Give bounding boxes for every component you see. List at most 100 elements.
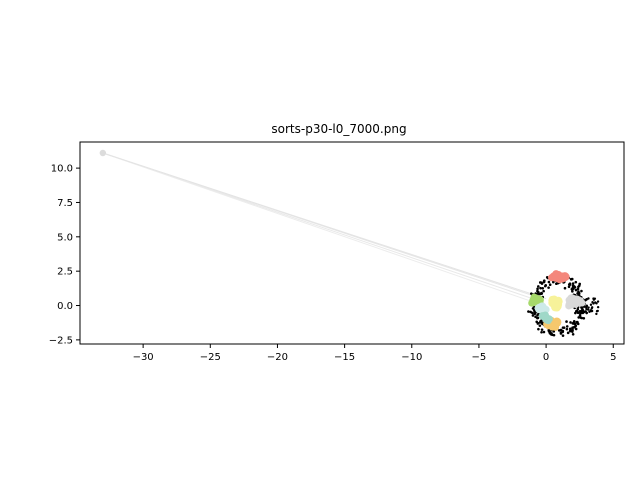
ring-point: [540, 292, 544, 295]
ring-point: [585, 306, 588, 309]
trail-line-1: [102, 152, 541, 302]
plot-area: [99, 149, 600, 337]
ring-point: [585, 311, 588, 315]
ring-point: [566, 331, 570, 335]
ring-point: [541, 322, 544, 326]
ring-point: [536, 316, 540, 320]
ring-point: [587, 297, 590, 300]
ring-point: [568, 327, 572, 331]
cluster-point-6: [569, 295, 577, 303]
ring-point: [529, 310, 532, 314]
ring-point: [565, 325, 569, 328]
ring-point: [536, 322, 540, 325]
x-tick-label: −20: [267, 352, 288, 363]
ring-point: [545, 275, 549, 279]
ring-point: [582, 316, 586, 320]
ring-point: [590, 307, 593, 310]
ring-point: [557, 329, 561, 332]
ring-point: [578, 313, 582, 317]
ring-point: [587, 306, 590, 309]
ring-point: [540, 281, 543, 284]
ring-point: [579, 310, 583, 314]
ring-point: [594, 301, 597, 304]
ring-point: [595, 312, 598, 316]
ring-point: [571, 290, 574, 293]
ring-point: [592, 302, 595, 305]
ring-point: [577, 316, 580, 319]
axes-frame: [79, 141, 625, 345]
ring-point: [574, 280, 578, 284]
ring-point: [559, 332, 563, 335]
cluster-point-3: [538, 303, 546, 311]
y-tick-label: 5.0: [57, 232, 73, 243]
ring-point: [577, 285, 580, 289]
ring-point: [582, 310, 586, 314]
ring-point: [540, 328, 544, 331]
ring-point: [552, 333, 556, 337]
cluster-point-4: [550, 320, 558, 328]
ring-point: [580, 289, 583, 293]
ring-point: [575, 309, 579, 313]
y-tick-label: 0.0: [57, 301, 73, 312]
ring-point: [595, 310, 599, 313]
ring-point: [569, 329, 572, 332]
ring-point: [540, 330, 543, 334]
y-tick-label: 10.0: [51, 164, 73, 175]
ring-point: [543, 284, 547, 288]
ring-point: [527, 310, 530, 313]
ring-point: [565, 320, 568, 323]
ring-point: [592, 298, 596, 301]
ring-point: [538, 321, 542, 324]
ring-point: [561, 334, 565, 337]
cluster-point-1: [533, 296, 541, 304]
trail-line-3: [102, 152, 547, 300]
ring-point: [596, 300, 600, 303]
ring-point: [538, 324, 542, 327]
ring-point: [571, 332, 575, 336]
ring-point: [541, 286, 545, 290]
ring-point: [579, 316, 582, 319]
y-tick-label: −2.5: [49, 335, 73, 346]
y-tick-label: 7.5: [57, 198, 73, 209]
ring-point: [536, 313, 539, 317]
ring-point: [539, 286, 542, 290]
ring-point: [572, 285, 576, 288]
x-tick-label: −5: [472, 352, 487, 363]
ring-point: [576, 287, 580, 291]
ring-point: [574, 288, 578, 292]
ring-point: [589, 303, 593, 306]
x-tick-label: 0: [543, 352, 549, 363]
ring-point: [576, 307, 580, 311]
cluster-point-5: [543, 314, 551, 322]
ring-point: [571, 282, 575, 285]
ring-point: [572, 319, 576, 323]
ring-point: [547, 280, 551, 284]
ring-point: [596, 305, 600, 309]
axes: −30 −25 −20 −15 −10 −5 0 5 −2.5 0.0 2.5 5.0 7.5 10.0: [49, 141, 625, 363]
x-tick-label: −25: [200, 352, 221, 363]
y-tick-label: 2.5: [57, 267, 73, 278]
ring-point: [588, 310, 591, 314]
ring-point: [542, 289, 545, 293]
chart-title: sorts-p30-l0_7000.png: [271, 122, 406, 136]
ring-point: [567, 285, 571, 289]
ring-point: [561, 330, 564, 334]
x-tick-label: −15: [334, 352, 355, 363]
ring-point: [570, 277, 574, 281]
ring-point: [547, 286, 550, 289]
ring-point: [536, 287, 539, 291]
x-tick-label: −30: [133, 352, 154, 363]
ring-point: [537, 285, 540, 288]
ring-point: [531, 314, 535, 317]
ring-point: [548, 283, 552, 287]
outlier-point: [99, 149, 107, 157]
ring-point: [542, 330, 546, 334]
x-tick-label: −10: [401, 352, 422, 363]
ring-point: [534, 315, 537, 319]
ring-point: [571, 330, 574, 333]
ring-point: [574, 327, 578, 331]
ring-point: [581, 308, 585, 312]
ring-point: [563, 286, 567, 290]
